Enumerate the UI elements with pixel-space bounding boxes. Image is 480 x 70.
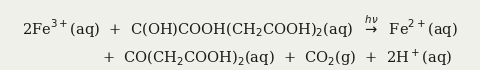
Text: +  CO(CH$_2$COOH)$_2$(aq)  +  CO$_2$(g)  +  2H$^+$(aq): + CO(CH$_2$COOH)$_2$(aq) + CO$_2$(g) + 2…	[102, 47, 453, 68]
Text: 2Fe$^{3+}$(aq)  +  C(OH)COOH(CH$_2$COOH)$_2$(aq)  $\overset{h\nu}{\rightarrow}$ : 2Fe$^{3+}$(aq) + C(OH)COOH(CH$_2$COOH)$_…	[22, 14, 458, 40]
